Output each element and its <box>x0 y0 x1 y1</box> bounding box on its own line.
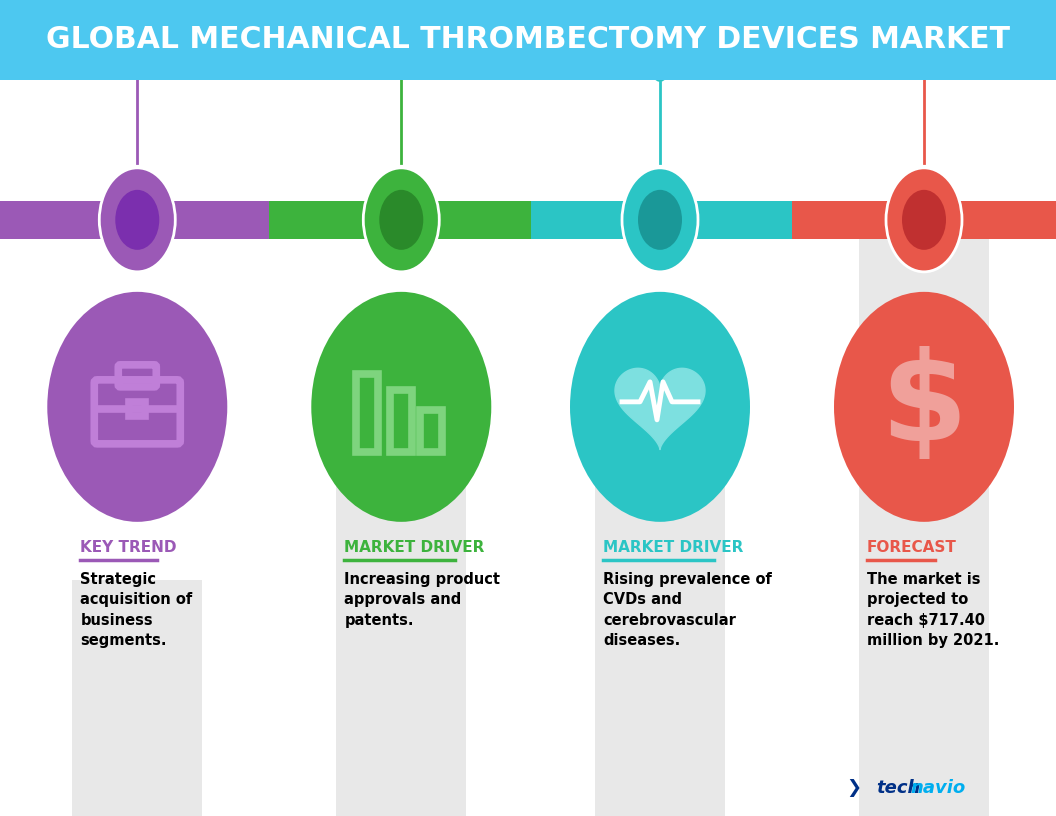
FancyBboxPatch shape <box>792 201 1056 239</box>
Ellipse shape <box>914 39 934 67</box>
Text: Increasing product
approvals and
patents.: Increasing product approvals and patents… <box>344 572 501 628</box>
Text: $: $ <box>881 346 967 468</box>
Ellipse shape <box>128 39 147 67</box>
Text: Strategic
acquisition of
business
segments.: Strategic acquisition of business segmen… <box>80 572 192 648</box>
FancyBboxPatch shape <box>336 433 467 816</box>
Text: MARKET DRIVER: MARKET DRIVER <box>603 540 743 555</box>
Text: The market is
projected to
reach $717.40
million by 2021.: The market is projected to reach $717.40… <box>867 572 999 648</box>
FancyBboxPatch shape <box>660 201 792 239</box>
FancyBboxPatch shape <box>530 201 660 239</box>
Ellipse shape <box>99 168 175 272</box>
Ellipse shape <box>834 292 1014 522</box>
Ellipse shape <box>363 168 439 272</box>
Ellipse shape <box>902 190 946 250</box>
Ellipse shape <box>392 33 411 62</box>
Text: navio: navio <box>910 779 966 797</box>
FancyBboxPatch shape <box>72 580 203 816</box>
FancyBboxPatch shape <box>0 201 137 239</box>
Text: KEY TREND: KEY TREND <box>80 540 176 555</box>
Ellipse shape <box>312 292 491 522</box>
Ellipse shape <box>115 190 159 250</box>
Bar <box>129 402 146 416</box>
FancyBboxPatch shape <box>595 338 725 816</box>
Ellipse shape <box>638 190 682 250</box>
Polygon shape <box>615 368 705 450</box>
Ellipse shape <box>570 292 750 522</box>
Ellipse shape <box>886 168 962 272</box>
Text: ❯: ❯ <box>846 779 862 797</box>
FancyBboxPatch shape <box>269 201 401 239</box>
Text: MARKET DRIVER: MARKET DRIVER <box>344 540 485 555</box>
FancyBboxPatch shape <box>401 201 530 239</box>
Ellipse shape <box>48 292 227 522</box>
FancyBboxPatch shape <box>137 201 269 239</box>
Text: FORECAST: FORECAST <box>867 540 957 555</box>
Ellipse shape <box>379 190 423 250</box>
Text: Rising prevalence of
CVDs and
cerebrovascular
diseases.: Rising prevalence of CVDs and cerebrovas… <box>603 572 772 648</box>
FancyBboxPatch shape <box>0 0 1056 80</box>
Text: tech: tech <box>876 779 921 797</box>
Ellipse shape <box>650 54 670 82</box>
Ellipse shape <box>622 168 698 272</box>
Text: GLOBAL MECHANICAL THROMBECTOMY DEVICES MARKET: GLOBAL MECHANICAL THROMBECTOMY DEVICES M… <box>46 25 1010 55</box>
FancyBboxPatch shape <box>859 227 989 816</box>
